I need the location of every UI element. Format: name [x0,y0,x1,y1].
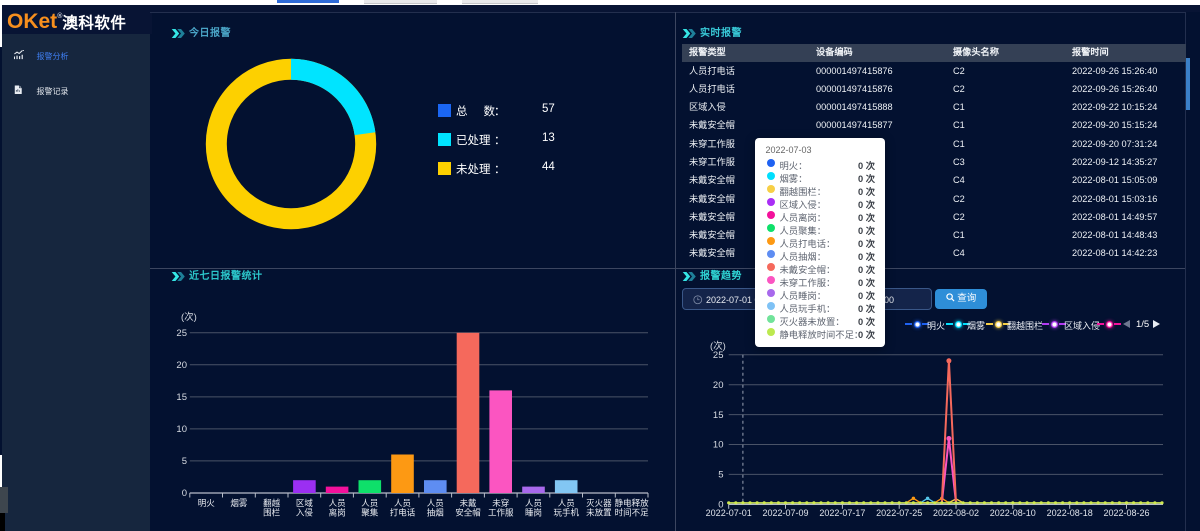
svg-text:人员: 人员 [329,498,346,508]
svg-text:20: 20 [713,380,724,391]
svg-text:10: 10 [713,440,724,451]
svg-text:2022-07-09: 2022-07-09 [762,508,808,518]
svg-text:2022-07-17: 2022-07-17 [819,508,865,518]
svg-text:15: 15 [176,392,187,403]
svg-text:2022-08-26: 2022-08-26 [1103,508,1149,518]
svg-text:25: 25 [176,328,187,339]
svg-text:明火: 明火 [198,498,216,508]
svg-text:烟雾: 烟雾 [230,498,248,508]
svg-text:静电释放: 静电释放 [615,498,650,508]
svg-text:(次): (次) [181,311,197,323]
svg-text:打电话: 打电话 [390,508,416,518]
svg-text:人员: 人员 [394,498,411,508]
svg-text:睡岗: 睡岗 [525,508,542,518]
svg-text:25: 25 [713,350,724,361]
svg-text:2022-08-02: 2022-08-02 [933,508,979,518]
svg-text:离岗: 离岗 [329,508,346,518]
svg-text:15: 15 [713,410,724,421]
svg-text:灭火器: 灭火器 [586,498,612,508]
svg-text:人员: 人员 [427,498,444,508]
svg-text:未戴: 未戴 [459,498,477,508]
svg-text:抽烟: 抽烟 [427,508,444,518]
svg-text:玩手机: 玩手机 [553,508,579,518]
svg-text:5: 5 [182,456,187,467]
svg-text:2022-08-18: 2022-08-18 [1047,508,1093,518]
svg-text:人员: 人员 [558,498,575,508]
svg-text:区域: 区域 [296,498,314,508]
svg-text:2022-07-25: 2022-07-25 [876,508,922,518]
svg-text:安全帽: 安全帽 [455,508,481,518]
svg-text:2022-07-01: 2022-07-01 [706,508,752,518]
svg-text:人员: 人员 [525,498,542,508]
svg-text:工作服: 工作服 [488,508,514,518]
svg-text:5: 5 [718,470,723,481]
svg-text:聚集: 聚集 [361,508,379,518]
svg-text:20: 20 [176,360,187,371]
svg-text:未穿: 未穿 [492,498,509,508]
svg-text:围栏: 围栏 [263,508,281,518]
svg-text:人员: 人员 [361,498,378,508]
svg-text:入侵: 入侵 [296,508,314,518]
svg-text:(次): (次) [710,340,726,352]
svg-text:翻越: 翻越 [263,498,281,508]
svg-text:未放置: 未放置 [586,508,612,518]
svg-text:0: 0 [718,500,723,511]
svg-text:时间不足: 时间不足 [615,508,650,518]
svg-text:0: 0 [182,488,187,499]
svg-text:2022-08-10: 2022-08-10 [990,508,1036,518]
svg-text:10: 10 [176,424,187,435]
